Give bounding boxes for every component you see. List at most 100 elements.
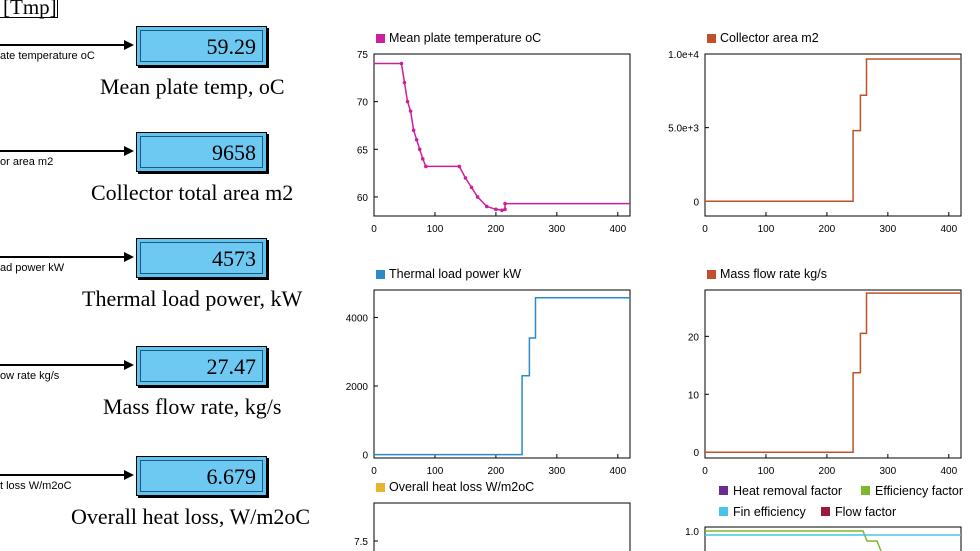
- plot-axes: [704, 289, 962, 459]
- plot-title: Thermal load power kW: [389, 267, 521, 281]
- data-point: [405, 99, 410, 104]
- scope-plot-1: Mean plate temperature oC 0 100 200 300 400 60…: [357, 31, 631, 235]
- x-tick-label: 400: [940, 466, 957, 477]
- legend-entry: Efficiency factor: [875, 484, 963, 498]
- plot-axes: [704, 53, 962, 217]
- y-tick-label: 4000: [346, 313, 369, 324]
- signal-wire[interactable]: [0, 256, 128, 258]
- x-tick-label: 100: [758, 224, 775, 235]
- arrowhead-icon: [124, 252, 134, 262]
- plot-title: Overall heat loss W/m2oC: [389, 480, 534, 494]
- series-line-efficiency: [705, 530, 882, 551]
- y-tick-label: 1.0: [685, 527, 699, 538]
- scope-plot-4: Mass flow rate kg/s 0 100 200 300 400 0 10 20: [688, 267, 962, 477]
- data-point: [469, 185, 474, 190]
- legend-swatch: [707, 34, 716, 43]
- y-tick-label: 60: [357, 193, 369, 204]
- legend-entry: Flow factor: [835, 505, 896, 519]
- x-tick-label: 300: [549, 466, 566, 477]
- plot-axes: [373, 502, 631, 551]
- signal-label: ate temperature oC: [0, 50, 95, 62]
- signal-wire[interactable]: [0, 474, 128, 476]
- data-point: [414, 137, 419, 142]
- data-point: [411, 128, 416, 133]
- arrowhead-icon: [124, 360, 134, 370]
- legend-swatch: [719, 486, 728, 495]
- display-block[interactable]: 27.47: [136, 346, 267, 386]
- series-line: [705, 292, 961, 453]
- display-value: 27.47: [140, 350, 263, 382]
- scope-plot-3: Thermal load power kW0 100 200 300 400020004…: [346, 267, 631, 477]
- legend-swatch: [376, 34, 385, 43]
- y-tick-label: 10: [688, 390, 700, 401]
- block-caption: Mass flow rate, kg/s: [103, 394, 282, 419]
- display-block[interactable]: 6.679: [136, 456, 267, 496]
- arrowhead-icon: [124, 146, 134, 156]
- data-point: [408, 109, 413, 113]
- display-value: 6.679: [140, 460, 263, 492]
- y-tick-label: 7.5: [354, 537, 368, 548]
- plot-title: Collector area m2: [720, 31, 819, 45]
- x-tick-label: 300: [880, 466, 897, 477]
- data-point: [503, 207, 507, 212]
- block-caption: Thermal load power, kW: [82, 286, 303, 311]
- y-tick-label: 0: [693, 448, 699, 459]
- data-point: [500, 208, 504, 213]
- legend-swatch: [376, 483, 385, 492]
- display-block[interactable]: 4573: [136, 238, 267, 278]
- legend-swatch: [821, 507, 830, 516]
- legend-entry: Fin efficiency: [733, 505, 806, 519]
- x-tick-label: 300: [549, 224, 566, 235]
- x-tick-label: 100: [427, 224, 444, 235]
- data-point: [457, 164, 462, 169]
- block-caption: Collector total area m2: [91, 180, 294, 205]
- display-value: 4573: [140, 242, 263, 274]
- x-tick-label: 0: [702, 224, 708, 235]
- block-caption: Mean plate temp, oC: [100, 74, 285, 99]
- x-tick-label: 100: [758, 466, 775, 477]
- data-point: [484, 204, 489, 209]
- signal-label: t loss W/m2oC: [0, 480, 72, 492]
- y-tick-label: 5.0e+3: [668, 124, 699, 135]
- plot-axes: [373, 289, 631, 459]
- display-block[interactable]: 59.29: [136, 26, 267, 66]
- legend-swatch: [861, 486, 870, 495]
- scope-plot-5: Overall heat loss W/m2oC 7.5: [354, 480, 631, 551]
- plot-axes: [373, 53, 631, 217]
- data-point: [475, 195, 480, 199]
- data-point: [424, 164, 428, 169]
- scope-plot-6: Heat removal factor Efficiency factor Fin …: [685, 484, 963, 551]
- y-tick-label: 75: [357, 50, 369, 61]
- y-tick-label: 65: [357, 145, 369, 156]
- display-value: 9658: [140, 136, 263, 168]
- x-tick-label: 200: [819, 224, 836, 235]
- signal-wire[interactable]: [0, 150, 128, 152]
- data-point: [420, 157, 425, 161]
- x-tick-label: 0: [702, 466, 708, 477]
- x-tick-label: 100: [427, 466, 444, 477]
- data-point: [399, 61, 404, 66]
- x-tick-label: 300: [880, 224, 897, 235]
- goto-tag-block[interactable]: [Tmp]: [0, 0, 58, 18]
- display-block[interactable]: 9658: [136, 132, 267, 172]
- legend-swatch: [719, 507, 728, 516]
- x-tick-label: 200: [488, 224, 505, 235]
- x-tick-label: 400: [940, 224, 957, 235]
- legend-entry: Heat removal factor: [733, 484, 842, 498]
- data-point: [463, 176, 468, 180]
- series-line: [705, 58, 961, 203]
- y-tick-label: 20: [688, 332, 700, 343]
- y-tick-label: 70: [357, 98, 369, 109]
- y-tick-label: 0: [693, 197, 699, 208]
- signal-label: or area m2: [0, 156, 54, 168]
- x-tick-label: 0: [371, 466, 377, 477]
- x-tick-label: 400: [609, 224, 626, 235]
- signal-wire[interactable]: [0, 44, 128, 46]
- signal-wire[interactable]: [0, 364, 128, 366]
- scope-plot-2: Collector area m2 0 100 200 300 400 0 5.0e+3 1.0…: [668, 31, 962, 235]
- arrowhead-icon: [124, 470, 134, 480]
- display-value: 59.29: [140, 30, 263, 62]
- data-point: [402, 80, 407, 85]
- block-caption: Overall heat loss, W/m2oC: [71, 504, 311, 529]
